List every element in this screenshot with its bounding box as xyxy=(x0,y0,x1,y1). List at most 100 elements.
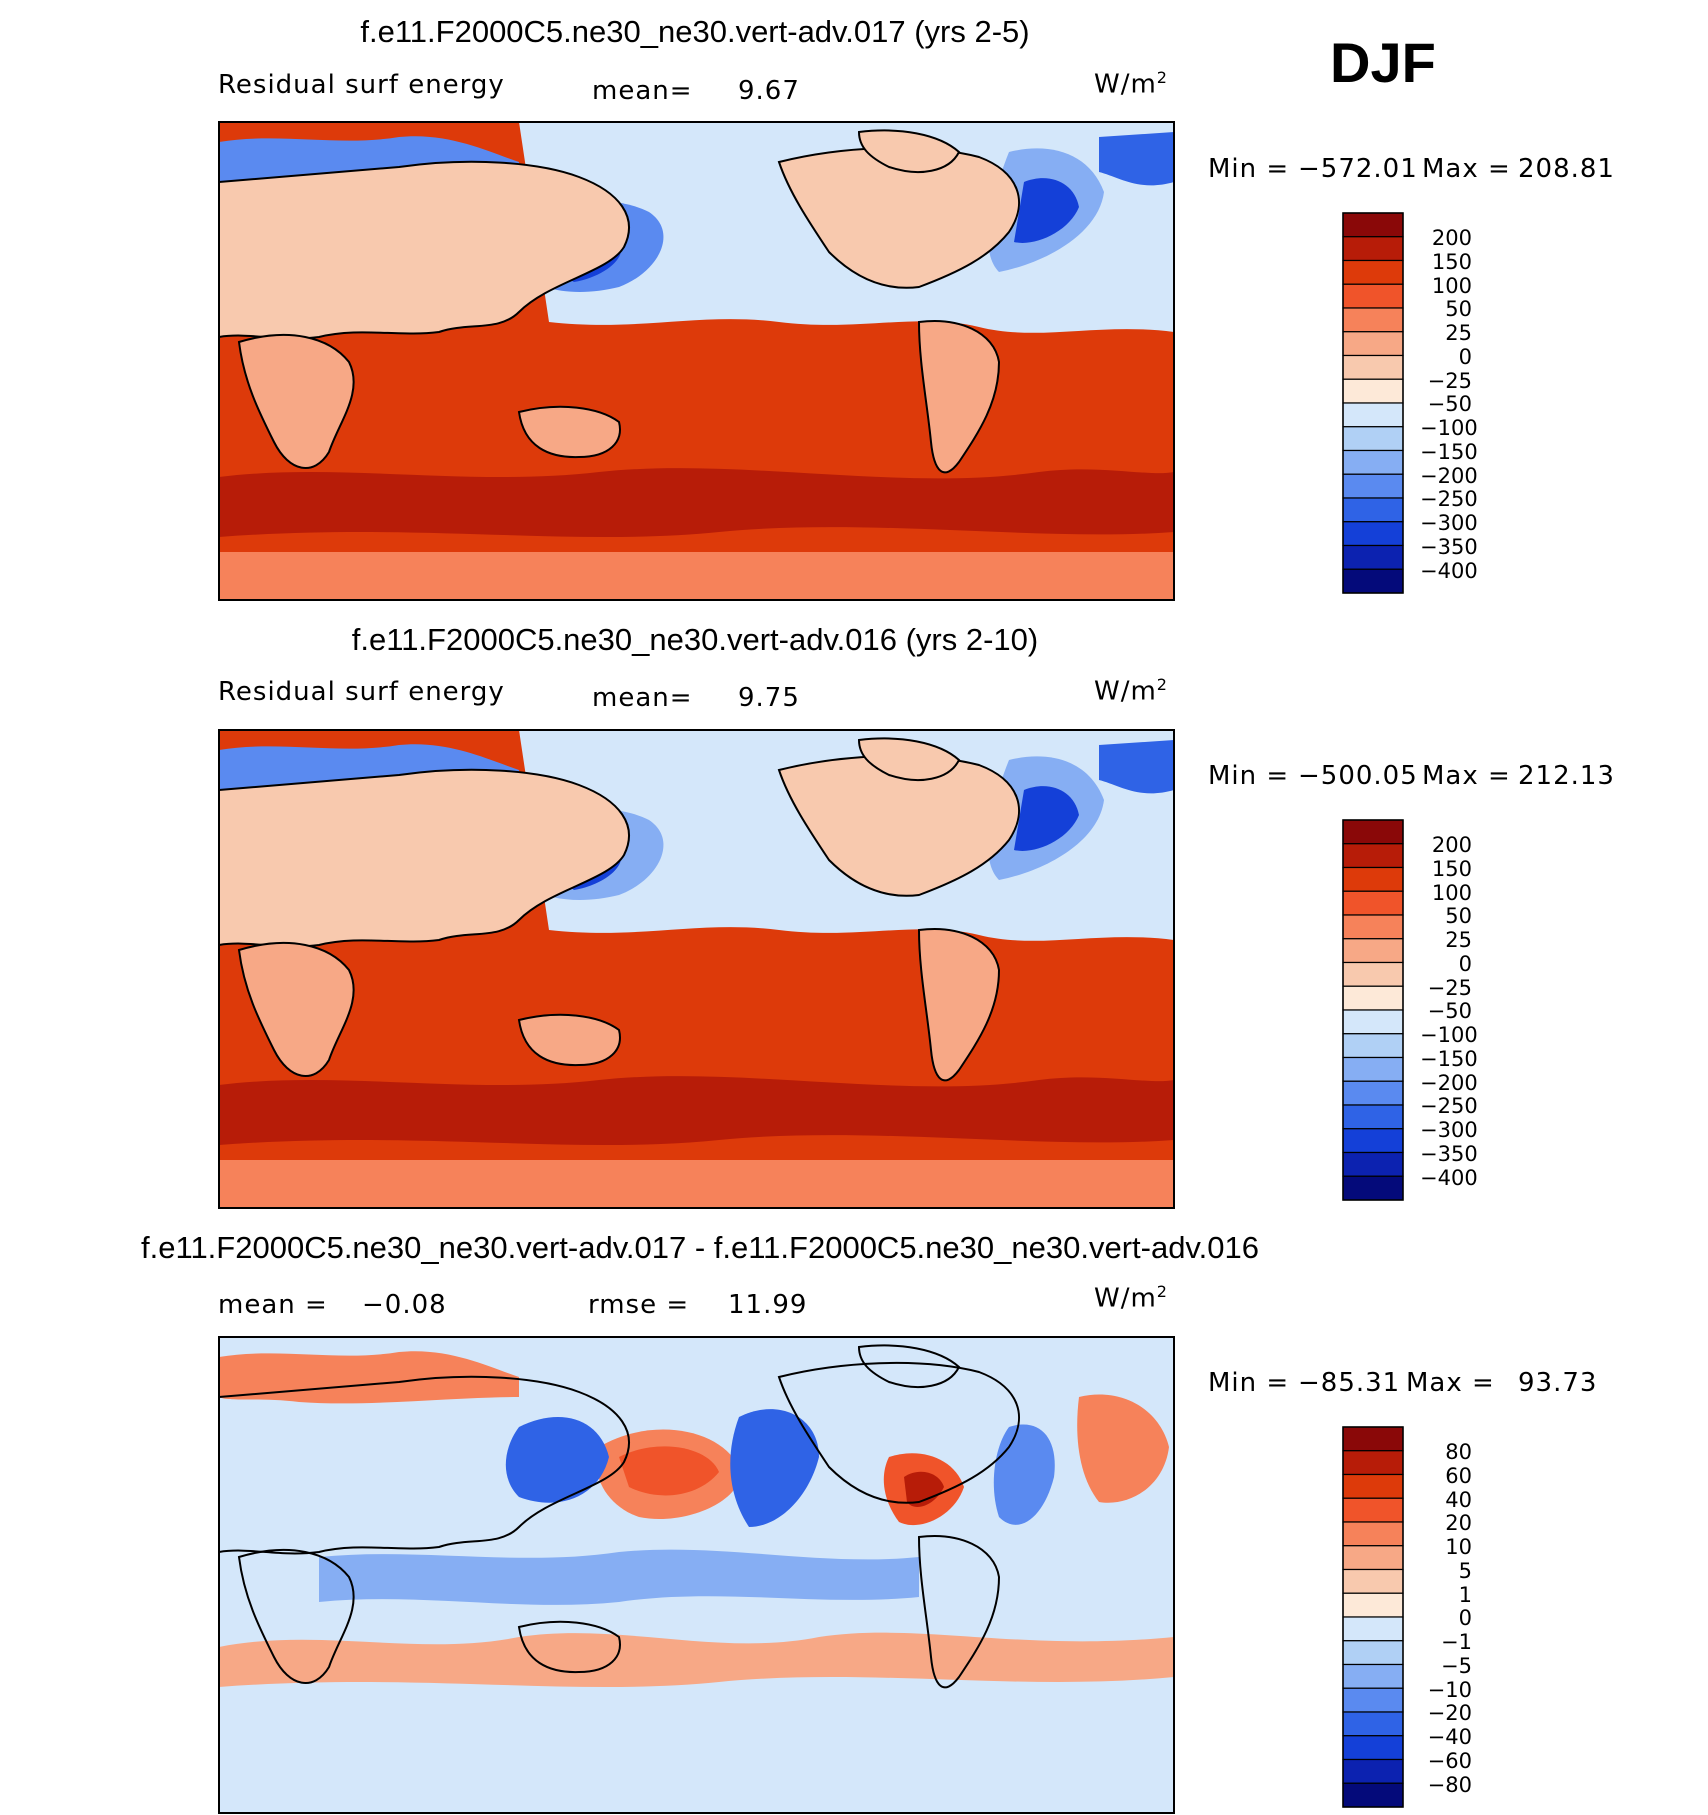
colorbar-swatch xyxy=(1342,1687,1404,1713)
colorbar-tick-label: 100 xyxy=(1431,880,1472,905)
colorbar-tick-label: −20 xyxy=(1427,1701,1472,1726)
colorbar-swatch xyxy=(1342,1592,1404,1618)
colorbar-swatch xyxy=(1342,1711,1404,1737)
colorbar-swatch xyxy=(1342,544,1404,570)
colorbar-swatch xyxy=(1342,212,1404,238)
colorbar-tick-label: 50 xyxy=(1445,297,1472,322)
colorbar-swatch xyxy=(1342,1175,1404,1201)
panel-1-units: W/m2 xyxy=(1094,68,1168,100)
colorbar-tick-label: 150 xyxy=(1431,856,1472,881)
panel-1-variable-label: Residual surf energy xyxy=(218,70,505,100)
colorbar-swatch xyxy=(1342,985,1404,1011)
panel-1-min-label: Min = xyxy=(1208,154,1290,184)
colorbar-tick-label: −60 xyxy=(1427,1748,1472,1773)
colorbar-swatch xyxy=(1342,1151,1404,1177)
colorbar-swatch xyxy=(1342,1735,1404,1761)
colorbar-swatch xyxy=(1342,283,1404,309)
panel-1-map xyxy=(218,121,1175,601)
colorbar-swatch xyxy=(1342,1009,1404,1035)
colorbar-tick-label: −200 xyxy=(1420,463,1478,488)
colorbar-tick-label: −150 xyxy=(1420,439,1478,464)
panel-3-title: f.e11.F2000C5.ne30_ne30.vert-adv.017 - f… xyxy=(141,1230,1259,1265)
colorbar-swatch xyxy=(1342,1497,1404,1523)
colorbar-tick-label: 200 xyxy=(1431,226,1472,250)
colorbar-tick-label: −300 xyxy=(1420,1118,1478,1142)
colorbar-tick-label: −350 xyxy=(1420,1141,1478,1166)
panel-1-max-value: 208.81 xyxy=(1518,154,1615,184)
colorbar-tick-label: 60 xyxy=(1445,1463,1472,1488)
colorbar-swatch xyxy=(1342,521,1404,547)
colorbar-swatch xyxy=(1342,1450,1404,1476)
colorbar-swatch xyxy=(1342,426,1404,452)
panel-3-map xyxy=(218,1336,1175,1814)
colorbar-tick-label: 25 xyxy=(1445,321,1472,345)
colorbar-swatch xyxy=(1342,1568,1404,1594)
panel-2-map xyxy=(218,729,1175,1209)
colorbar-swatch xyxy=(1342,819,1404,845)
colorbar-tick-label: −25 xyxy=(1427,975,1472,1000)
colorbar-tick-label: −100 xyxy=(1420,1023,1478,1047)
colorbar-tick-label: 1 xyxy=(1458,1582,1472,1607)
panel-1-max-label: Max = xyxy=(1422,154,1511,184)
colorbar-swatch xyxy=(1342,378,1404,404)
panel-3-min-label: Min = xyxy=(1208,1368,1290,1398)
colorbar-tick-label: −250 xyxy=(1420,1094,1478,1119)
colorbar-swatch xyxy=(1342,354,1404,380)
panel-1-mean-value: 9.67 xyxy=(738,76,800,106)
panel-2-max-label: Max = xyxy=(1422,761,1511,791)
panel-3-rmse-value: 11.99 xyxy=(728,1290,808,1320)
colorbar-swatch xyxy=(1342,843,1404,869)
panel-3-rmse-label: rmse = xyxy=(588,1290,690,1320)
colorbar-tick-label: 100 xyxy=(1431,273,1472,298)
colorbar-tick-label: −300 xyxy=(1420,511,1478,535)
colorbar-swatch xyxy=(1342,473,1404,499)
colorbar-swatch xyxy=(1342,1758,1404,1784)
panel-2-max-value: 212.13 xyxy=(1518,761,1615,791)
colorbar-swatch xyxy=(1342,1056,1404,1082)
colorbar-tick-label: −50 xyxy=(1427,999,1472,1024)
colorbar-swatch xyxy=(1342,307,1404,333)
panel-3-colorbar xyxy=(1342,1426,1404,1808)
colorbar-swatch xyxy=(1342,890,1404,916)
panel-2-colorbar xyxy=(1342,819,1404,1201)
colorbar-tick-label: −250 xyxy=(1420,487,1478,512)
colorbar-swatch xyxy=(1342,1426,1404,1452)
panel-3-min-value: −85.31 xyxy=(1298,1368,1401,1398)
colorbar-tick-label: 40 xyxy=(1445,1487,1472,1512)
colorbar-swatch xyxy=(1342,331,1404,357)
panel-2-units: W/m2 xyxy=(1094,675,1168,707)
panel-2-min-label: Min = xyxy=(1208,761,1290,791)
panel-2-mean-value: 9.75 xyxy=(738,683,800,713)
colorbar-swatch xyxy=(1342,1521,1404,1547)
colorbar-swatch xyxy=(1342,568,1404,594)
panel-3-mean-label: mean = xyxy=(218,1290,328,1320)
colorbar-tick-label: −200 xyxy=(1420,1070,1478,1095)
colorbar-tick-label: −400 xyxy=(1420,558,1478,583)
panel-1-min-value: −572.01 xyxy=(1298,154,1418,184)
colorbar-tick-label: −25 xyxy=(1427,368,1472,393)
colorbar-tick-label: 25 xyxy=(1445,928,1472,952)
colorbar-tick-label: 50 xyxy=(1445,904,1472,929)
colorbar-tick-label: −150 xyxy=(1420,1046,1478,1071)
colorbar-tick-label: −80 xyxy=(1427,1772,1472,1797)
colorbar-swatch xyxy=(1342,497,1404,523)
season-label: DJF xyxy=(1330,31,1436,94)
colorbar-swatch xyxy=(1342,961,1404,987)
panel-1-colorbar xyxy=(1342,212,1404,594)
colorbar-swatch xyxy=(1342,1128,1404,1154)
panel-1-title: f.e11.F2000C5.ne30_ne30.vert-adv.017 (yr… xyxy=(360,14,1030,49)
colorbar-tick-label: −50 xyxy=(1427,392,1472,417)
colorbar-swatch xyxy=(1342,1782,1404,1808)
colorbar-swatch xyxy=(1342,449,1404,475)
colorbar-tick-label: −400 xyxy=(1420,1165,1478,1190)
colorbar-tick-label: 200 xyxy=(1431,833,1472,857)
colorbar-swatch xyxy=(1342,1104,1404,1130)
colorbar-swatch xyxy=(1342,402,1404,428)
panel-2-variable-label: Residual surf energy xyxy=(218,677,505,707)
colorbar-tick-label: 10 xyxy=(1445,1535,1472,1559)
colorbar-tick-label: 0 xyxy=(1458,344,1472,369)
panel-2-min-value: −500.05 xyxy=(1298,761,1418,791)
colorbar-swatch xyxy=(1342,259,1404,285)
colorbar-swatch xyxy=(1342,236,1404,262)
colorbar-tick-label: 150 xyxy=(1431,249,1472,274)
